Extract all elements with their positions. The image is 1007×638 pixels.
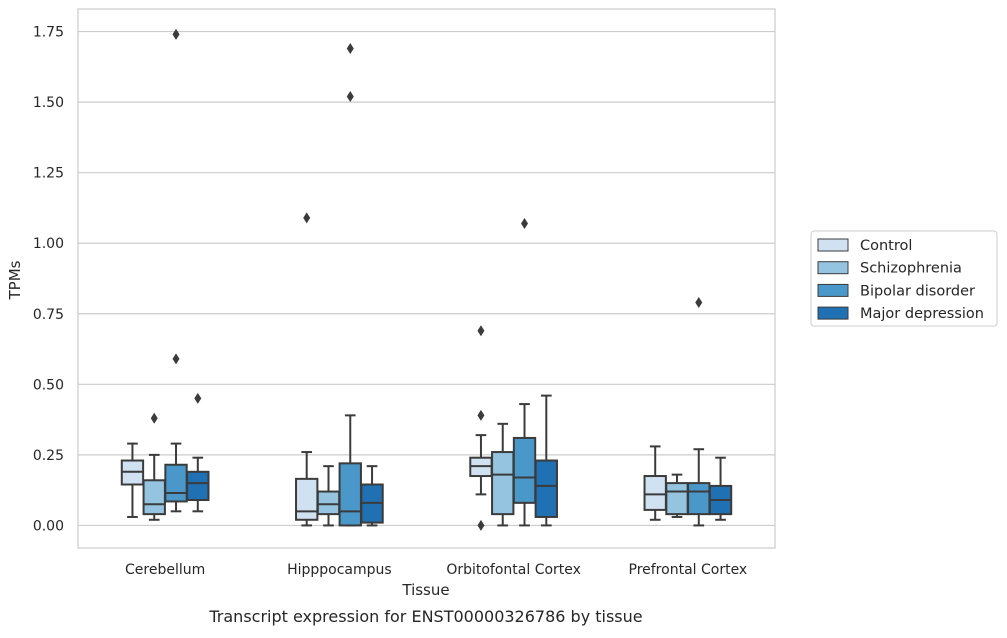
- box-group: [534, 394, 558, 527]
- y-tick-label: 1.50: [33, 95, 64, 111]
- legend: Control Schizophrenia Bipolar disorder Majo…: [810, 230, 998, 327]
- legend-label: Schizophrenia: [860, 261, 962, 277]
- box-iqr: [512, 436, 537, 504]
- outlier-point: [521, 217, 529, 229]
- box-group: [665, 473, 689, 518]
- box-iqr: [164, 463, 188, 503]
- x-tick-label: Cerebellum: [125, 562, 205, 578]
- plot-frame: [77, 8, 776, 549]
- legend-label: Major depression: [860, 306, 984, 322]
- box-iqr: [295, 477, 319, 521]
- box-iqr: [643, 475, 667, 511]
- y-tick-label: 0.25: [33, 448, 64, 464]
- box-group: [708, 456, 733, 521]
- box-group: [120, 442, 145, 518]
- box-group: [469, 325, 493, 531]
- gridlines: [78, 30, 775, 527]
- x-axis-title: Tissue: [401, 581, 449, 599]
- box-group: [295, 212, 319, 527]
- box-group: [687, 296, 711, 527]
- box-group: [186, 392, 210, 513]
- outlier-point: [172, 353, 180, 365]
- x-tick-labels: Cerebellum Hipppocampus Orbitofontal Corte…: [125, 562, 747, 578]
- x-tick-label: Hipppocampus: [287, 562, 392, 578]
- box-group: [338, 43, 362, 527]
- box-group: [512, 217, 537, 527]
- outlier-point: [346, 90, 354, 102]
- box-group: [643, 445, 667, 521]
- outlier-point: [477, 325, 485, 337]
- outlier-point: [150, 412, 158, 424]
- legend-swatch: [817, 238, 849, 252]
- outlier-point: [477, 409, 485, 421]
- box-iqr: [665, 482, 689, 516]
- chart-caption: Transcript expression for ENST0000032678…: [208, 607, 642, 626]
- box-iqr: [491, 451, 515, 516]
- box-iqr: [534, 459, 558, 518]
- box-iqr: [338, 462, 362, 527]
- box-plots: [120, 28, 733, 531]
- legend-swatch: [817, 283, 849, 297]
- x-tick-label: Prefrontal Cortex: [629, 562, 748, 578]
- box-iqr: [142, 479, 166, 516]
- box-group: [164, 28, 188, 513]
- y-tick-label: 1.25: [33, 166, 64, 182]
- box-group: [491, 422, 515, 527]
- y-tick-label: 1.00: [33, 236, 64, 252]
- y-tick-labels: 0.00 0.25 0.50 0.75 1.00 1.25 1.50 1.75: [33, 25, 64, 535]
- legend-swatch: [817, 306, 849, 320]
- legend-frame: [810, 230, 998, 327]
- outlier-point: [695, 296, 703, 308]
- y-tick-label: 0.75: [33, 307, 64, 323]
- legend-swatch: [817, 261, 849, 275]
- box-group: [316, 465, 341, 527]
- box-iqr: [687, 482, 711, 516]
- outlier-point: [346, 43, 354, 55]
- x-tick-label: Orbitofontal Cortex: [446, 562, 581, 578]
- legend-label: Bipolar disorder: [860, 283, 975, 299]
- outlier-point: [194, 392, 202, 404]
- outlier-point: [477, 519, 485, 531]
- y-tick-label: 1.75: [33, 25, 64, 41]
- y-tick-label: 0.50: [33, 377, 64, 393]
- box-iqr: [186, 470, 210, 502]
- legend-label: Control: [860, 238, 912, 254]
- outlier-point: [172, 28, 180, 40]
- box-iqr: [316, 490, 341, 516]
- y-axis-title: TPMs: [6, 260, 24, 300]
- outlier-point: [303, 212, 311, 224]
- box-group: [142, 412, 166, 521]
- y-tick-label: 0.00: [33, 518, 64, 534]
- box-group: [360, 465, 384, 527]
